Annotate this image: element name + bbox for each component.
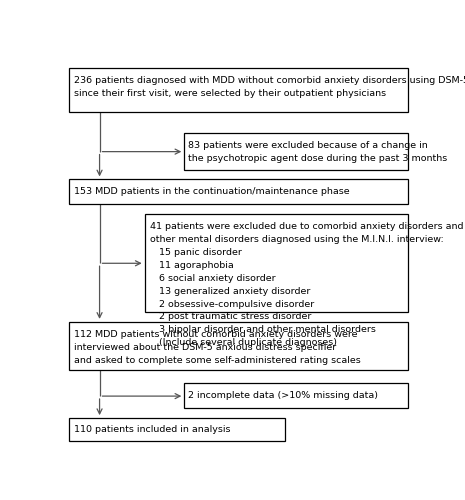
Text: 112 MDD patients without comorbid anxiety disorders were
interviewed about the D: 112 MDD patients without comorbid anxiet… [74,330,361,365]
FancyBboxPatch shape [69,68,408,112]
Text: 236 patients diagnosed with MDD without comorbid anxiety disorders using DSM-5, : 236 patients diagnosed with MDD without … [74,76,465,98]
Text: 41 patients were excluded due to comorbid anxiety disorders and
other mental dis: 41 patients were excluded due to comorbi… [150,222,464,347]
FancyBboxPatch shape [184,384,408,408]
FancyBboxPatch shape [184,133,408,170]
Text: 110 patients included in analysis: 110 patients included in analysis [74,425,231,434]
FancyBboxPatch shape [145,214,408,312]
FancyBboxPatch shape [69,180,408,204]
FancyBboxPatch shape [69,322,408,370]
Text: 153 MDD patients in the continuation/maintenance phase: 153 MDD patients in the continuation/mai… [74,187,350,196]
Text: 83 patients were excluded because of a change in
the psychotropic agent dose dur: 83 patients were excluded because of a c… [188,141,447,163]
FancyBboxPatch shape [69,418,285,441]
Text: 2 incomplete data (>10% missing data): 2 incomplete data (>10% missing data) [188,391,378,400]
